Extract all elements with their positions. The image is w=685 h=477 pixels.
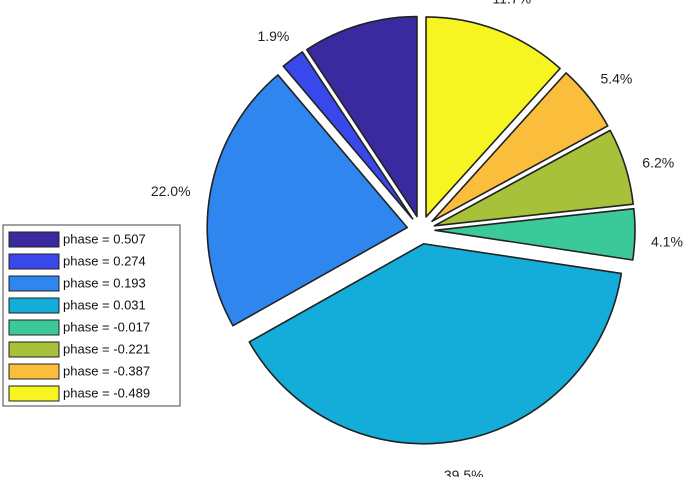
legend-item: phase = -0.017 <box>8 319 150 336</box>
legend-item: phase = -0.387 <box>8 363 150 380</box>
pie-slice <box>433 129 634 227</box>
pie-slice <box>282 51 414 220</box>
legend-swatch <box>8 297 60 314</box>
pie-slice <box>434 207 636 261</box>
legend-item: phase = -0.221 <box>8 341 150 358</box>
slice-percent-label: 4.1% <box>651 234 683 250</box>
legend-swatch <box>8 385 60 402</box>
pie-slices <box>206 15 636 445</box>
pie-slice <box>431 72 609 223</box>
slice-percent-label: 6.2% <box>642 154 674 170</box>
pie-slice <box>206 74 409 327</box>
legend-swatch <box>8 319 60 336</box>
slice-percent-label: 39.5% <box>444 467 484 477</box>
legend-item: phase = 0.274 <box>8 253 146 270</box>
legend-swatch <box>8 363 60 380</box>
slice-percent-label: 11.7% <box>492 0 531 6</box>
pie-slice <box>425 16 561 218</box>
legend: phase = 0.507 phase = 0.274 phase = 0.193 p… <box>2 224 181 407</box>
pie-labels: 9.3%1.9%22.0%39.5%4.1%6.2%5.4%11.7% <box>151 0 683 477</box>
legend-swatch <box>8 231 60 248</box>
legend-item: phase = 0.193 <box>8 275 146 292</box>
legend-label: phase = 0.031 <box>63 297 146 312</box>
slice-percent-label: 5.4% <box>600 71 632 87</box>
legend-label: phase = 0.193 <box>63 275 146 290</box>
slice-percent-label: 22.0% <box>151 183 191 199</box>
slice-percent-label: 1.9% <box>257 28 289 44</box>
legend-item: phase = -0.489 <box>8 385 150 402</box>
legend-label: phase = -0.387 <box>63 363 150 378</box>
legend-item: phase = 0.031 <box>8 297 146 314</box>
legend-label: phase = -0.221 <box>63 341 150 356</box>
legend-items: phase = 0.507 phase = 0.274 phase = 0.193 p… <box>8 231 150 402</box>
legend-label: phase = -0.489 <box>63 385 150 400</box>
legend-label: phase = 0.507 <box>63 231 146 246</box>
pie-slice <box>305 15 418 218</box>
legend-label: phase = -0.017 <box>63 319 150 334</box>
legend-swatch <box>8 275 60 292</box>
legend-swatch <box>8 341 60 358</box>
legend-swatch <box>8 253 60 270</box>
pie-slice <box>248 242 623 445</box>
legend-item: phase = 0.507 <box>8 231 146 248</box>
legend-label: phase = 0.274 <box>63 253 146 268</box>
